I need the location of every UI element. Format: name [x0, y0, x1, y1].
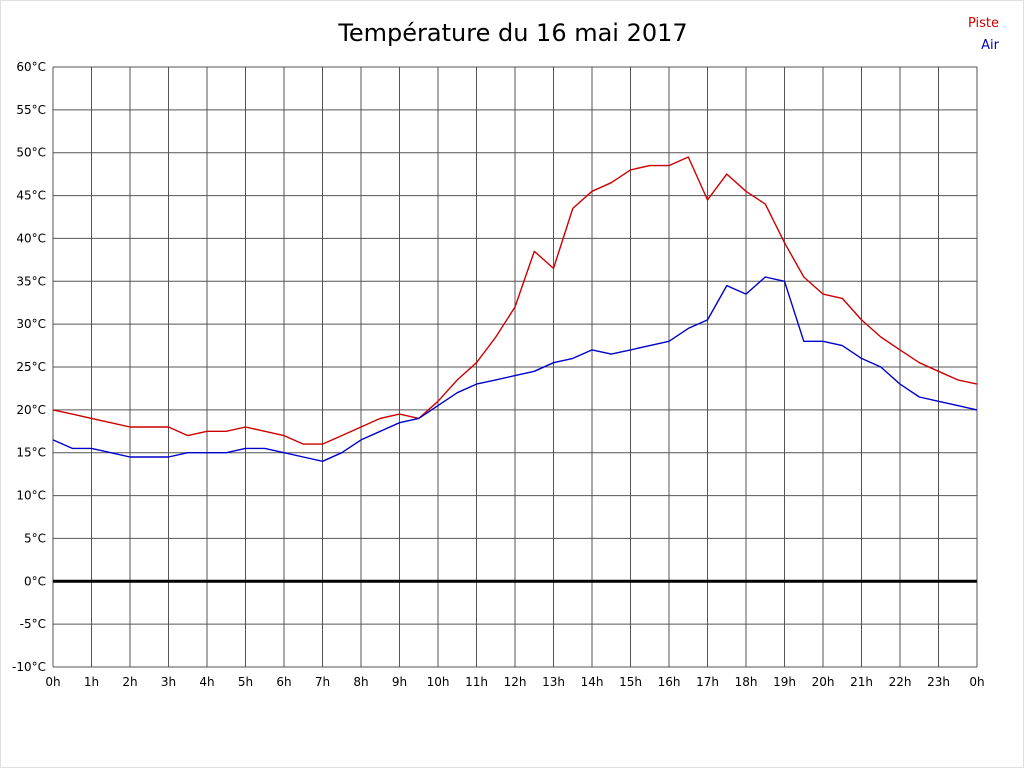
x-tick-label: 4h: [199, 675, 214, 689]
x-axis-labels: 0h 1h 2h 3h 4h 5h 6h 7h 8h 9h 10h 11h 12h 13h 14h 15h 16…: [45, 675, 984, 689]
x-tick-label: 7h: [315, 675, 330, 689]
x-tick-label: 16h: [658, 675, 681, 689]
y-tick-label: 35°C: [16, 274, 46, 288]
y-tick-label: 5°C: [24, 531, 46, 545]
x-tick-label: 22h: [889, 675, 912, 689]
y-tick-label: 10°C: [16, 489, 46, 503]
chart-title: Température du 16 mai 2017: [338, 19, 688, 47]
y-tick-label: -10°C: [12, 660, 46, 674]
series-line-air: [52, 276, 978, 462]
x-tick-label: 1h: [84, 675, 99, 689]
x-tick-label: 2h: [122, 675, 137, 689]
x-tick-label: 15h: [619, 675, 642, 689]
y-tick-label: 20°C: [16, 403, 46, 417]
legend-item-piste: Piste: [967, 16, 999, 31]
x-tick-label: 17h: [696, 675, 719, 689]
series-line-piste: [52, 156, 978, 445]
x-tick-label: 0h: [969, 675, 984, 689]
y-axis-labels: 60°C 55°C 50°C 45°C 40°C 35°C 30°C 25°C 20°C 15°C…: [12, 60, 46, 674]
y-tick-label: 50°C: [16, 146, 46, 160]
y-tick-label: 55°C: [16, 103, 46, 117]
x-tick-label: 20h: [812, 675, 835, 689]
x-tick-label: 6h: [276, 675, 291, 689]
gridlines: [52, 66, 978, 668]
y-tick-label: 0°C: [24, 574, 46, 588]
y-tick-label: 40°C: [16, 231, 46, 245]
x-tick-label: 18h: [735, 675, 758, 689]
y-tick-label: -5°C: [20, 617, 46, 631]
x-tick-label: 13h: [542, 675, 565, 689]
y-tick-label: 45°C: [16, 189, 46, 203]
y-tick-label: 25°C: [16, 360, 46, 374]
x-tick-label: 10h: [427, 675, 450, 689]
x-tick-label: 12h: [504, 675, 527, 689]
x-tick-label: 9h: [392, 675, 407, 689]
x-tick-label: 3h: [161, 675, 176, 689]
x-tick-label: 23h: [927, 675, 950, 689]
x-tick-label: 21h: [850, 675, 873, 689]
y-tick-label: 30°C: [16, 317, 46, 331]
x-tick-label: 14h: [581, 675, 604, 689]
legend: Piste Air: [968, 13, 999, 57]
y-tick-label: 60°C: [16, 60, 46, 74]
y-tick-label: 15°C: [16, 446, 46, 460]
x-tick-label: 5h: [238, 675, 253, 689]
x-tick-label: 0h: [45, 675, 60, 689]
x-tick-label: 8h: [353, 675, 368, 689]
x-tick-label: 11h: [465, 675, 488, 689]
legend-item-air: Air: [981, 38, 999, 53]
x-tick-label: 19h: [773, 675, 796, 689]
